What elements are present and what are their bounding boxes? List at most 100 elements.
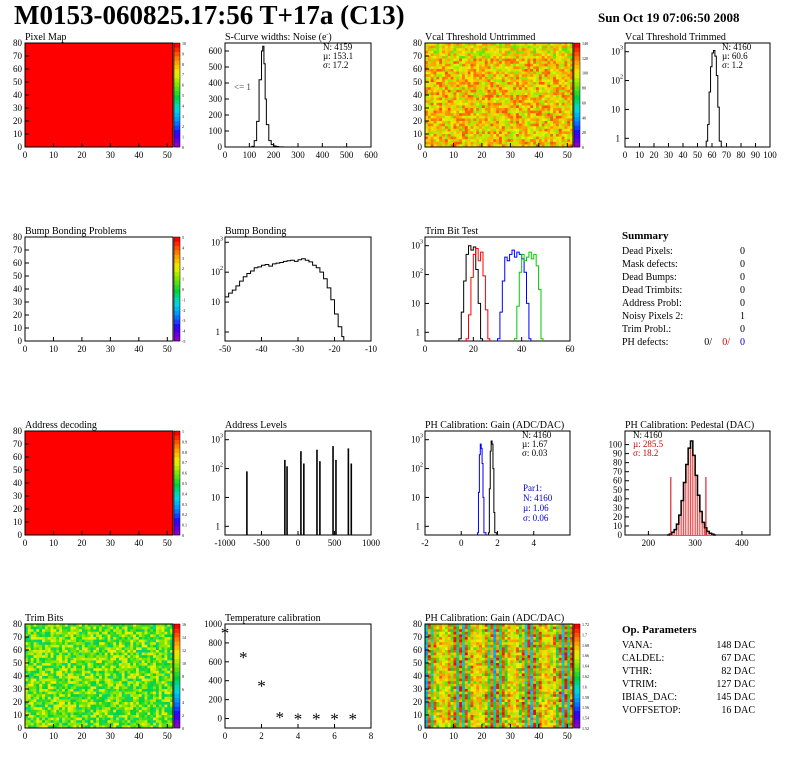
heatmap-cell xyxy=(116,655,120,659)
heatmap-cell xyxy=(67,689,71,692)
heatmap-cell xyxy=(476,108,480,111)
heatmap-cell xyxy=(93,639,97,643)
y-tick-exponent: 3 xyxy=(420,434,423,440)
heatmap-cell xyxy=(59,676,63,679)
heatmap-cell xyxy=(436,92,440,96)
heatmap-cell xyxy=(544,121,548,124)
heatmap-cell xyxy=(84,655,88,659)
heatmap-cell xyxy=(50,699,54,703)
heatmap-cell xyxy=(427,694,431,698)
heatmap-cell xyxy=(433,720,437,724)
heatmap-cell xyxy=(76,624,80,627)
heatmap-cell xyxy=(447,108,451,111)
heatmap-cell xyxy=(524,71,528,75)
heatmap-cell xyxy=(124,660,128,664)
heatmap-cell xyxy=(516,69,520,72)
heatmap-cell xyxy=(521,131,525,135)
heatmap-cell xyxy=(87,665,91,669)
heatmap-cell xyxy=(107,634,111,638)
heatmap-cell xyxy=(110,631,114,635)
heatmap-cell xyxy=(133,644,137,648)
heatmap-cell xyxy=(101,681,105,685)
heatmap-cell xyxy=(59,626,63,630)
heatmap-cell xyxy=(504,108,508,111)
heatmap-cell xyxy=(59,722,63,726)
palette-label: 0.2 xyxy=(182,512,187,517)
heatmap-cell xyxy=(167,689,171,692)
heatmap-cell xyxy=(427,699,431,703)
heatmap-cell xyxy=(62,631,66,635)
heatmap-cell xyxy=(444,79,449,83)
heatmap-cell xyxy=(64,678,68,682)
heatmap-cell xyxy=(518,79,523,83)
heatmap-cell xyxy=(462,95,466,98)
heatmap-cell xyxy=(541,126,545,130)
heatmap-cell xyxy=(430,87,434,91)
heatmap-cell xyxy=(425,74,429,78)
heatmap-cell xyxy=(487,66,491,70)
palette-segment xyxy=(574,108,580,113)
heatmap-cell xyxy=(570,58,574,62)
heatmap-cell xyxy=(533,50,537,54)
heatmap-cell xyxy=(487,82,491,85)
heatmap-cell xyxy=(53,717,57,721)
heatmap-cell xyxy=(70,681,74,685)
heatmap-cell xyxy=(104,699,108,703)
heatmap-cell xyxy=(538,136,542,140)
heatmap-cell xyxy=(170,704,174,708)
heatmap-cell xyxy=(167,696,171,700)
heatmap-cell xyxy=(130,650,134,653)
heatmap-cell xyxy=(456,141,460,145)
heatmap-cell xyxy=(90,720,94,724)
heatmap-cell xyxy=(550,113,554,117)
heatmap-cell xyxy=(158,720,162,724)
heatmap-cell xyxy=(501,121,505,124)
heatmap-cell xyxy=(433,629,437,633)
heatmap-cell xyxy=(504,79,508,83)
heatmap-cell xyxy=(62,668,66,672)
heatmap-cell xyxy=(550,115,554,119)
heatmap-cell xyxy=(541,69,545,72)
heatmap-cell xyxy=(101,634,105,638)
heatmap-cell xyxy=(127,647,131,651)
heatmap-cell xyxy=(476,97,480,101)
heatmap-cell xyxy=(442,82,446,85)
palette-label: 80 xyxy=(582,86,586,91)
heatmap-cell xyxy=(544,82,548,85)
heatmap-cell xyxy=(555,92,560,96)
heatmap-cell xyxy=(504,110,508,114)
heatmap-cell xyxy=(544,74,548,78)
palette-segment xyxy=(574,112,580,117)
heatmap-cell xyxy=(504,45,508,49)
heatmap-cell xyxy=(50,668,54,672)
heatmap-cell xyxy=(487,136,491,140)
heatmap-cell xyxy=(25,634,29,638)
heatmap-cell xyxy=(39,715,43,718)
heatmap-cell xyxy=(161,686,165,690)
heatmap-cell xyxy=(59,634,63,638)
heatmap-cell xyxy=(25,668,29,672)
heatmap-cell xyxy=(76,694,80,698)
heatmap-cell xyxy=(170,650,174,653)
y-tick-label: 30 xyxy=(613,503,623,513)
heatmap-cell xyxy=(141,668,145,672)
heatmap-cell xyxy=(530,69,534,72)
palette-segment xyxy=(574,138,580,143)
heatmap-cell xyxy=(53,657,57,661)
heatmap-cell xyxy=(427,84,431,88)
palette-segment xyxy=(574,121,580,126)
heatmap-cell xyxy=(84,691,88,695)
heatmap-cell xyxy=(436,113,440,117)
heatmap-cell xyxy=(447,141,451,145)
heatmap-cell xyxy=(27,678,31,682)
heatmap-cell xyxy=(118,629,123,633)
heatmap-cell xyxy=(550,108,554,111)
heatmap-cell xyxy=(427,118,431,122)
heatmap-cell xyxy=(433,707,437,711)
heatmap-cell xyxy=(567,45,571,49)
palette-segment xyxy=(174,90,180,96)
heatmap-cell xyxy=(167,663,171,666)
heatmap-cell xyxy=(538,100,542,104)
heatmap-cell xyxy=(499,84,503,88)
heatmap-cell xyxy=(470,66,474,70)
